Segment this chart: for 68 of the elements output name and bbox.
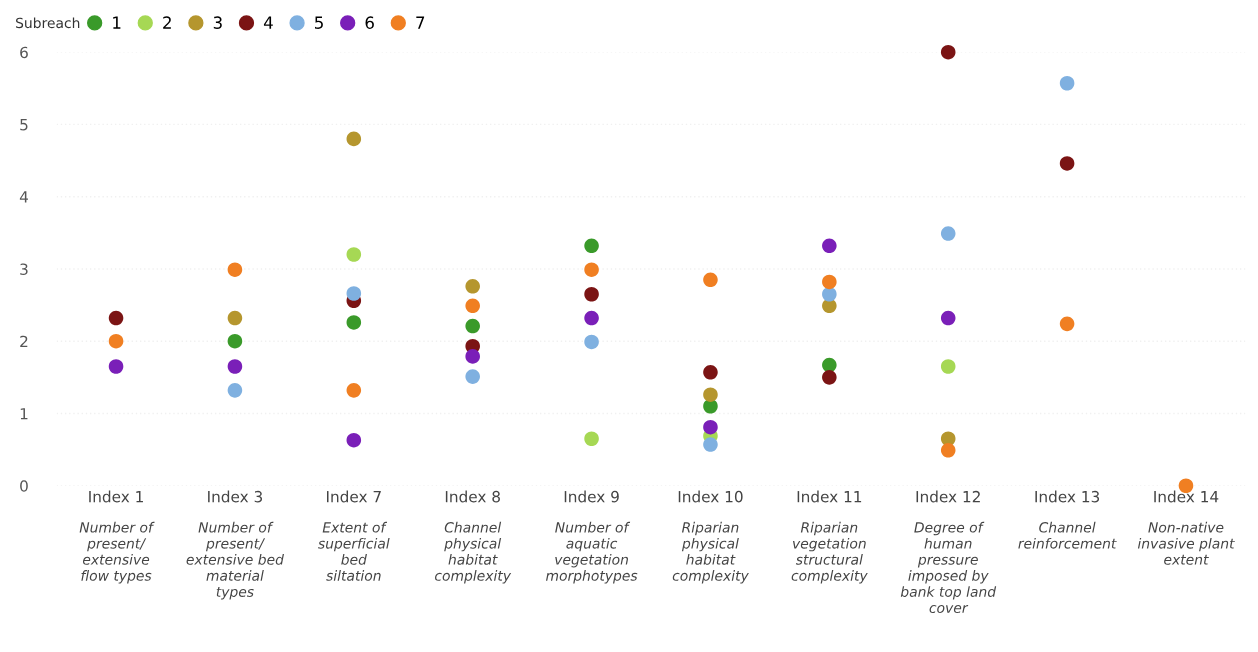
point [465, 369, 480, 384]
point [346, 432, 362, 448]
point [227, 333, 243, 349]
category-label: Index 13 Channel reinforcement [1018, 490, 1117, 549]
y-tick-label: 3 [20, 263, 28, 275]
legend-label: 6 [365, 16, 374, 29]
legend-label: 7 [416, 16, 425, 29]
point [108, 310, 124, 326]
point [584, 310, 599, 326]
point [584, 286, 599, 302]
point [703, 272, 718, 288]
point [940, 443, 956, 458]
point [940, 226, 956, 241]
legend-title: Subreach [16, 17, 80, 29]
point [822, 274, 837, 290]
y-tick-label: 2 [20, 335, 28, 348]
category-label: Index 9 Number of aquatic vegetation morphotypes [546, 490, 638, 584]
point [703, 387, 718, 402]
point [822, 238, 837, 254]
point [108, 333, 124, 349]
point [584, 334, 599, 350]
point [584, 262, 599, 277]
point [584, 238, 599, 254]
legend-label: 4 [263, 16, 273, 29]
point [227, 262, 243, 277]
point [822, 370, 837, 385]
point [940, 359, 956, 374]
point [346, 315, 362, 330]
point [227, 383, 243, 398]
point [1059, 316, 1075, 332]
point [346, 247, 362, 262]
legend-label: 1 [113, 16, 121, 29]
y-tick-label: 4 [19, 191, 28, 203]
point [1059, 75, 1075, 91]
y-tick-label: 1 [20, 408, 28, 420]
category-label: Index 3 Number of present/ extensive bed material types [186, 490, 284, 600]
legend-label: 3 [213, 16, 222, 29]
category-label: Index 8 Channel physical habitat complexity [435, 490, 512, 584]
point [584, 431, 599, 447]
category-label: Index 12 Degree of human pressure imposed by bank top land cover [900, 490, 997, 613]
point [1059, 156, 1075, 171]
y-tick-label: 6 [20, 46, 28, 59]
category-label: Index 7 Extent of superficial bed siltation [318, 490, 390, 581]
category-label: Index 1 Number of present/ extensive flow types [79, 490, 155, 584]
legend-label: 2 [163, 16, 171, 29]
point [465, 318, 480, 334]
point [465, 279, 480, 294]
point [703, 419, 718, 435]
point [227, 359, 243, 374]
point [227, 310, 243, 326]
category-label: Index 14 Non-native invasive plant extent [1137, 490, 1235, 565]
point [108, 359, 124, 374]
point [465, 298, 480, 314]
point [346, 286, 362, 301]
point [703, 365, 718, 380]
point [940, 310, 956, 326]
y-tick-label: 0 [20, 480, 28, 492]
y-tick-label: 5 [20, 119, 28, 131]
point [346, 383, 362, 398]
legend-label: 5 [315, 16, 323, 29]
category-label: Index 10 Riparian physical habitat complexity [672, 490, 749, 584]
category-label: Index 11 Riparian vegetation structural complexity [791, 490, 868, 584]
point [940, 44, 956, 60]
point [465, 349, 480, 364]
point [346, 131, 362, 147]
point [822, 357, 837, 373]
point [703, 437, 718, 452]
point [822, 286, 837, 302]
